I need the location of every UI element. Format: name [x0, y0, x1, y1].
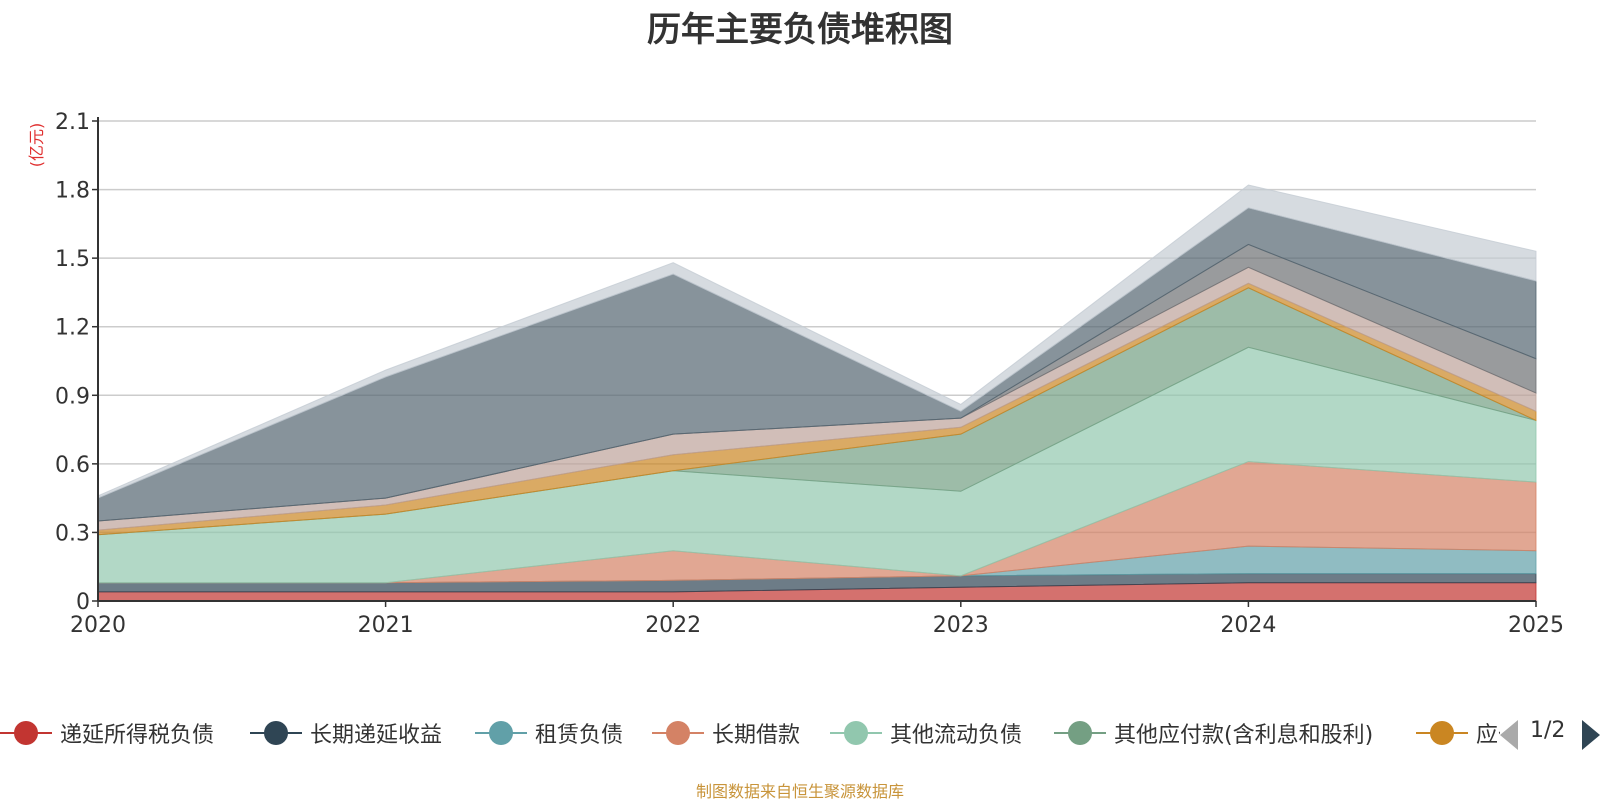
chart-title: 历年主要负债堆积图	[647, 10, 953, 50]
legend-swatch-icon	[830, 716, 882, 750]
legend-item[interactable]: 其他流动负债	[830, 716, 1022, 750]
y-tick-label: 2.1	[55, 110, 90, 135]
y-tick-label: 1.8	[55, 179, 90, 204]
legend-label: 长期递延收益	[310, 723, 443, 748]
x-tick-label: 2022	[645, 613, 701, 638]
source-note: 制图数据来自恒生聚源数据库	[695, 782, 904, 801]
legend-item[interactable]: 应付账款	[1416, 716, 1500, 750]
legend-item[interactable]: 租赁负债	[475, 716, 623, 750]
y-axis-unit-label: (亿元)	[27, 123, 46, 168]
legend-item[interactable]: 递延所得税负债	[0, 716, 214, 750]
x-tick-label: 2025	[1508, 613, 1564, 638]
area-series	[97, 184, 1537, 602]
legend-page-indicator: 1/2	[1530, 718, 1566, 743]
legend-swatch-icon	[1054, 716, 1106, 750]
y-tick-label: 0.9	[55, 384, 90, 409]
y-tick-label: 0	[76, 590, 90, 615]
legend-label: 其他应付款(含利息和股利)	[1114, 723, 1374, 748]
legend-item[interactable]: 其他应付款(含利息和股利)	[1054, 716, 1373, 750]
arrow-left-icon[interactable]	[1500, 720, 1518, 750]
legend-label: 长期借款	[712, 723, 801, 748]
legend-label: 其他流动负债	[890, 723, 1023, 748]
area-series-合同负债	[97, 184, 1537, 499]
legend-label: 递延所得税负债	[60, 723, 215, 748]
y-tick-labels: 0 0.3 0.6 0.9 1.2 1.5 1.8 2.1	[55, 110, 90, 615]
legend-swatch-icon	[1416, 716, 1468, 750]
legend-item[interactable]: 长期借款	[652, 716, 800, 750]
legend-item[interactable]: 长期递延收益	[250, 716, 442, 750]
x-tick-label: 2020	[70, 613, 126, 638]
x-tick-label: 2024	[1220, 613, 1276, 638]
legend-swatch-icon	[652, 716, 704, 750]
arrow-right-icon[interactable]	[1582, 720, 1600, 750]
y-tick-label: 0.3	[55, 521, 90, 546]
y-tick-label: 0.6	[55, 453, 90, 478]
legend-label: 租赁负债	[535, 723, 624, 748]
axes	[97, 117, 1536, 602]
legend-label: 应付账款	[1476, 723, 1500, 748]
legend-swatch-icon	[0, 716, 52, 750]
x-tick-label: 2021	[358, 613, 414, 638]
x-tick-labels: 2020 2021 2022 2023 2024 2025	[70, 601, 1564, 638]
y-tick-label: 1.5	[55, 247, 90, 272]
legend-swatch-icon	[475, 716, 527, 750]
legend-items-clip: 递延所得税负债 长期递延收益 租赁负债 长期借款 其他流动负债 其他应付款(含利息和股利)…	[0, 716, 1500, 752]
x-tick-label: 2023	[933, 613, 989, 638]
y-tick-label: 1.2	[55, 316, 90, 341]
legend-swatch-icon	[250, 716, 302, 750]
